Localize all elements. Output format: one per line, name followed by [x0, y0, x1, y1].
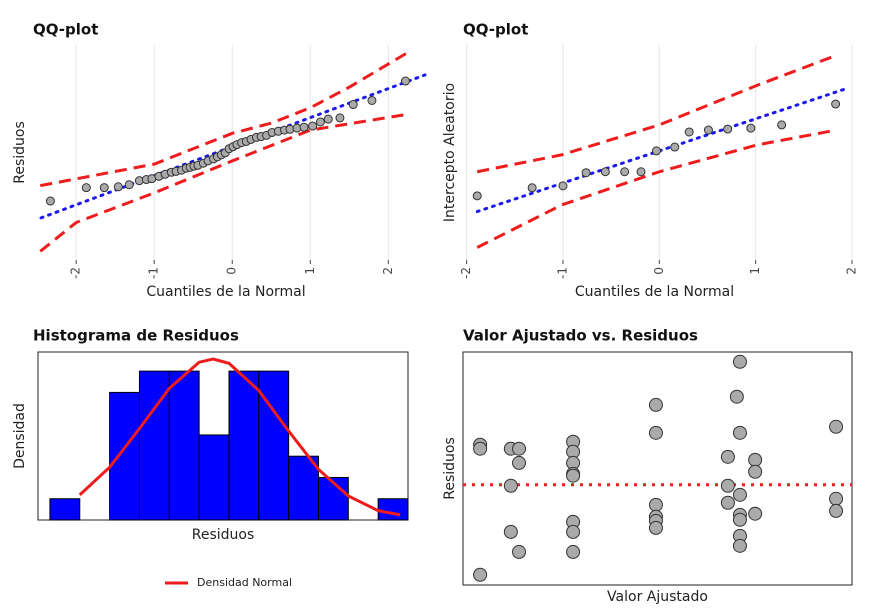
- qq-point: [308, 121, 318, 131]
- x-axis-label: Cuantiles de la Normal: [146, 284, 305, 300]
- y-axis-label: Intercepto Aleatorio: [442, 83, 458, 222]
- histogram-bar: [109, 391, 140, 521]
- qq-point: [777, 120, 787, 130]
- x-tick-label: 2: [845, 267, 859, 275]
- histogram-bar: [377, 498, 409, 521]
- qq-point: [124, 180, 134, 190]
- x-tick-label: 1: [303, 267, 317, 275]
- scatter-point: [732, 512, 747, 527]
- x-tick-label: 0: [225, 267, 239, 275]
- scatter-point: [748, 452, 763, 467]
- lower-band: [39, 112, 411, 253]
- histogram-bar: [198, 434, 230, 521]
- y-axis-label: Densidad: [12, 403, 28, 469]
- scatter-point: [566, 524, 581, 539]
- qq-point: [81, 183, 91, 193]
- legend-label: Densidad Normal: [197, 576, 292, 589]
- scatter-point: [473, 567, 488, 582]
- histogram-bar: [288, 455, 319, 521]
- qq-point: [636, 167, 646, 177]
- scatter-point: [512, 455, 527, 470]
- scatter-point: [648, 425, 663, 440]
- x-axis-label: Valor Ajustado: [607, 589, 708, 605]
- x-tick-label: 1: [748, 267, 762, 275]
- scatter-point: [829, 491, 844, 506]
- x-tick-label: 2: [381, 267, 395, 275]
- scatter-point: [503, 478, 518, 493]
- reference-line: [475, 86, 851, 214]
- scatter-point: [748, 506, 763, 521]
- qq-point: [367, 95, 377, 105]
- chart-title: Histograma de Residuos: [33, 327, 239, 345]
- qq-point: [45, 196, 55, 206]
- scatter-point: [829, 419, 844, 434]
- qq-point: [670, 142, 680, 152]
- scatter-point: [732, 487, 747, 502]
- qq-point: [299, 122, 309, 132]
- scatter-point: [732, 425, 747, 440]
- x-axis-label: Cuantiles de la Normal: [575, 284, 734, 300]
- qq-point: [113, 182, 123, 192]
- histogram-bar: [258, 370, 290, 521]
- qq-point: [684, 127, 694, 137]
- qq-point: [703, 125, 713, 135]
- qq-point: [400, 76, 410, 86]
- upper-band: [39, 49, 411, 188]
- chart-title: QQ-plot: [463, 21, 528, 39]
- scatter-point: [720, 449, 735, 464]
- qq-point: [472, 191, 482, 201]
- scatter-point: [732, 538, 747, 553]
- x-tick-label: 0: [652, 267, 666, 275]
- plot-border: [462, 351, 853, 586]
- chart-title: QQ-plot: [33, 21, 98, 39]
- scatter-point: [566, 544, 581, 559]
- scatter-point: [829, 503, 844, 518]
- upper-band: [476, 53, 838, 174]
- qq-point: [348, 100, 358, 110]
- scatter-point: [720, 478, 735, 493]
- histogram-bar: [138, 370, 170, 521]
- scatter-point: [748, 464, 763, 479]
- scatter-point: [729, 389, 744, 404]
- qq-point: [581, 168, 591, 178]
- histogram-bar: [49, 498, 81, 521]
- qq-point: [527, 183, 537, 193]
- y-axis-label: Residuos: [442, 437, 458, 500]
- scatter-point: [732, 354, 747, 369]
- y-axis-label: Residuos: [12, 121, 28, 184]
- histogram-bar: [168, 370, 200, 521]
- x-tick-label: -1: [147, 267, 161, 279]
- x-tick-label: -1: [555, 267, 569, 279]
- qq-point: [620, 167, 630, 177]
- qq-point: [651, 146, 661, 156]
- qq-point: [335, 113, 345, 123]
- density-curve: [78, 357, 401, 517]
- scatter-point: [503, 524, 518, 539]
- chart-title: Valor Ajustado vs. Residuos: [463, 327, 698, 345]
- qq-point: [99, 183, 109, 193]
- qq-point: [723, 124, 733, 134]
- qq-point: [323, 114, 333, 124]
- lower-band: [476, 128, 837, 249]
- scatter-point: [473, 441, 488, 456]
- x-axis-label: Residuos: [192, 527, 255, 543]
- scatter-point: [720, 495, 735, 510]
- x-tick-label: -2: [459, 267, 473, 279]
- scatter-point: [512, 544, 527, 559]
- histogram-bar: [228, 370, 260, 521]
- scatter-point: [648, 497, 663, 512]
- scatter-point: [648, 520, 663, 535]
- scatter-point: [566, 468, 581, 483]
- qq-point: [831, 99, 841, 109]
- scatter-point: [512, 441, 527, 456]
- qq-point: [315, 117, 325, 127]
- x-tick-label: -2: [69, 267, 83, 279]
- qq-point: [600, 167, 610, 177]
- qq-point: [558, 181, 568, 191]
- qq-point: [746, 123, 756, 133]
- scatter-point: [648, 397, 663, 412]
